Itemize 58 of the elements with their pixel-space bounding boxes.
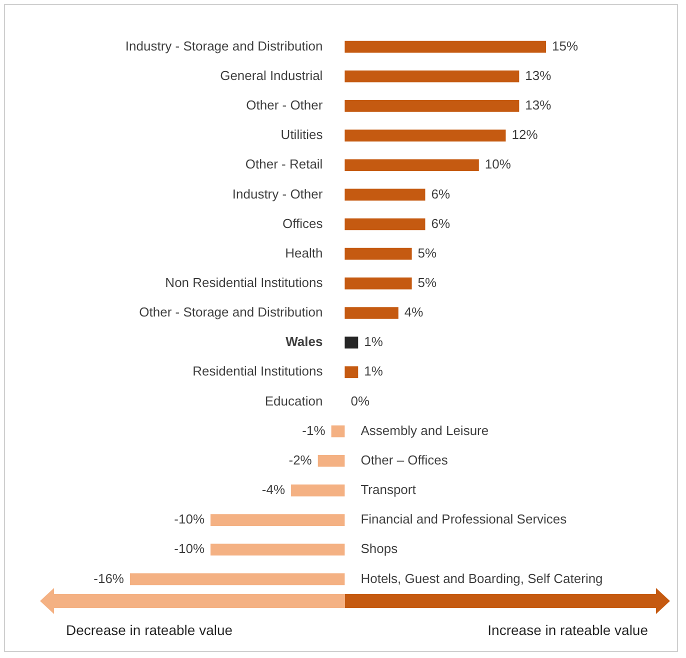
- data-label: -10%: [174, 541, 205, 556]
- data-label: 6%: [431, 216, 450, 231]
- y-tick-label: Transport: [360, 482, 416, 498]
- data-label: 6%: [431, 186, 450, 202]
- bar: [344, 278, 412, 290]
- data-label: -16%: [94, 570, 124, 586]
- y-tick-label: Assembly and Leisure: [360, 422, 489, 438]
- data-label: -10%: [174, 512, 205, 527]
- data-label: 1%: [364, 334, 384, 350]
- y-tick-label: Industry - Storage and Distribution: [125, 38, 323, 54]
- bar: [344, 218, 426, 230]
- y-tick-label: Industry - Other: [232, 186, 324, 202]
- y-tick-label: Wales: [286, 334, 323, 350]
- y-tick-label: Non Residential Institutions: [165, 275, 324, 290]
- text: Increase in rateable value: [488, 622, 648, 638]
- data-label: 13%: [525, 68, 552, 83]
- bar: [210, 544, 345, 556]
- y-tick-label: Utilities: [280, 127, 324, 142]
- y-tick-label: Other - Retail: [245, 156, 323, 172]
- y-tick-label: Other - Other: [246, 98, 324, 113]
- data-label: 12%: [512, 127, 538, 142]
- bar: [344, 366, 358, 378]
- y-tick-label: Hotels, Guest and Boarding, Self Catering: [360, 570, 603, 586]
- y-tick-label: Offices: [282, 216, 324, 231]
- y-tick-label: Health: [285, 245, 323, 260]
- bar: [344, 40, 546, 53]
- y-tick-label: Education: [264, 393, 323, 408]
- data-label: -1%: [302, 422, 326, 438]
- bar: [344, 188, 426, 201]
- bar: [291, 484, 345, 496]
- bar: [344, 248, 412, 260]
- y-tick-label: Residential Institutions: [192, 364, 324, 379]
- bar: [344, 336, 358, 348]
- bar: [344, 307, 398, 319]
- data-label: 10%: [484, 156, 512, 172]
- bar: [210, 514, 345, 526]
- data-label: 5%: [418, 245, 438, 260]
- bar: [344, 130, 506, 142]
- bar: [344, 70, 520, 82]
- y-tick-label: Shops: [360, 541, 398, 556]
- y-tick-label: Financial and Professional Services: [360, 512, 568, 527]
- bar: [344, 100, 520, 112]
- bar: [130, 573, 345, 586]
- data-label: 4%: [404, 304, 424, 320]
- bar: [318, 454, 345, 467]
- text: Decrease in rateable value: [66, 622, 233, 638]
- data-label: -2%: [288, 452, 312, 468]
- bar: [331, 425, 345, 438]
- y-tick-label: Other – Offices: [360, 452, 448, 468]
- data-label: -4%: [262, 482, 286, 498]
- data-label: 13%: [525, 98, 552, 113]
- y-tick-label: General Industrial: [220, 68, 323, 83]
- y-tick-label: Other - Storage and Distribution: [139, 304, 323, 320]
- data-label: 0%: [350, 393, 370, 408]
- data-label: 15%: [552, 38, 578, 54]
- data-label: 5%: [418, 275, 438, 290]
- bar: [344, 159, 479, 172]
- data-label: 1%: [364, 364, 384, 379]
